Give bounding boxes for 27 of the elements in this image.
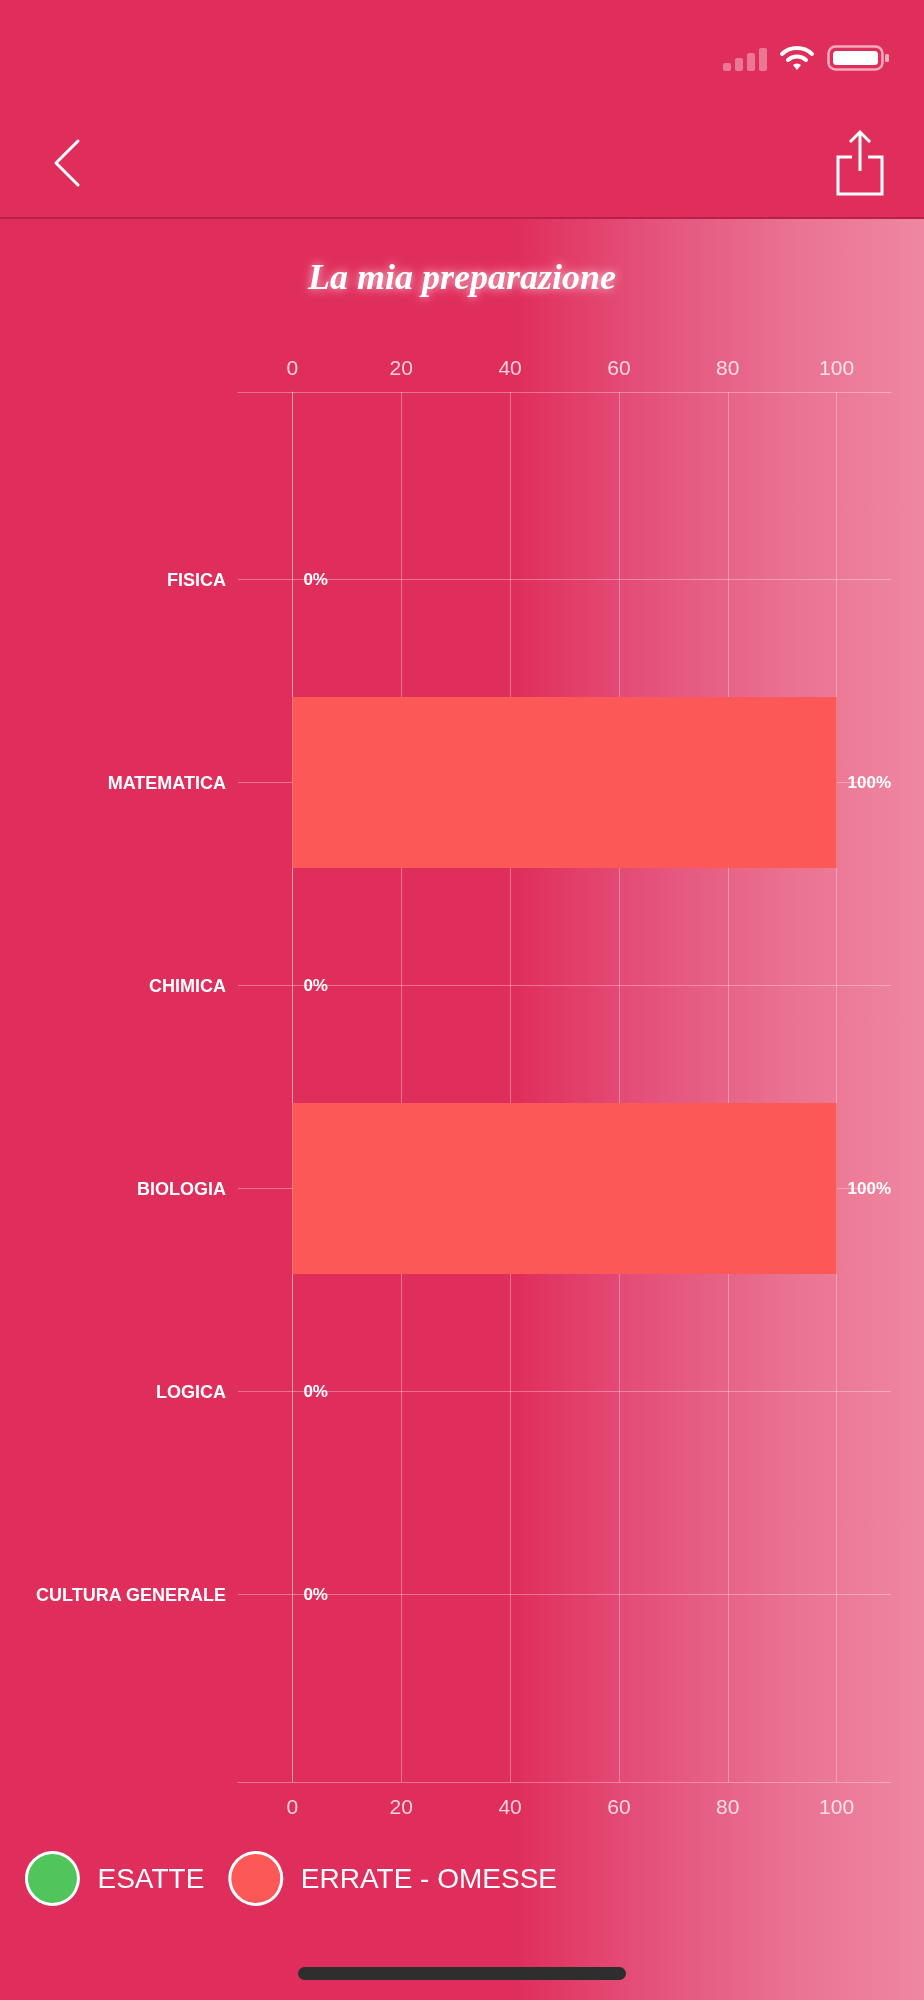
x-tick-label: 100 bbox=[819, 1795, 855, 1818]
x-tick-label: 80 bbox=[716, 1795, 740, 1818]
x2-tick-label: 60 bbox=[607, 356, 631, 379]
data-label: 0% bbox=[303, 976, 328, 995]
data-label: 0% bbox=[303, 1382, 328, 1401]
x-tick-label: 0 bbox=[286, 1795, 299, 1818]
legend-label: ESATTE bbox=[97, 1863, 205, 1894]
chart-title: La mia preparazione bbox=[306, 257, 617, 297]
x2-tick-label: 40 bbox=[498, 356, 522, 379]
data-label: 100% bbox=[847, 1179, 892, 1198]
x-tick-label: 40 bbox=[498, 1795, 522, 1818]
x-tick-label: 60 bbox=[607, 1795, 631, 1818]
x2-tick-label: 20 bbox=[389, 356, 413, 379]
y-tick-label: CULTURA GENERALE bbox=[36, 1584, 226, 1605]
x-tick-label: 20 bbox=[389, 1795, 413, 1818]
x2-tick-label: 80 bbox=[716, 356, 740, 379]
x2-tick-label: 100 bbox=[819, 356, 855, 379]
y-tick-label: FISICA bbox=[166, 569, 226, 590]
y-tick-label: LOGICA bbox=[156, 1381, 226, 1402]
legend-label: ERRATE - OMESSE bbox=[300, 1863, 558, 1894]
data-label: 0% bbox=[303, 570, 328, 589]
data-label: 100% bbox=[847, 773, 892, 792]
y-tick-label: MATEMATICA bbox=[107, 772, 226, 793]
x2-tick-label: 0 bbox=[286, 356, 299, 379]
data-label: 0% bbox=[303, 1585, 328, 1604]
y-tick-label: BIOLOGIA bbox=[137, 1178, 226, 1199]
y-tick-label: CHIMICA bbox=[149, 975, 226, 996]
